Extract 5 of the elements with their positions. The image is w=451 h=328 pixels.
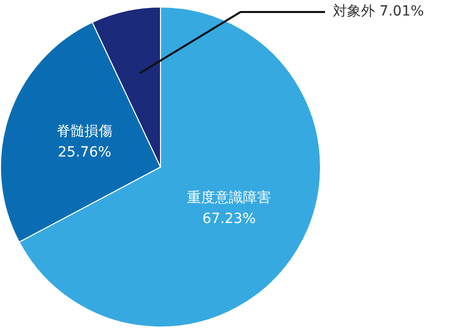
slice-label: 対象外 7.01% [333, 4, 424, 20]
data-label: 25.76% [58, 144, 112, 160]
slice-label: 重度意識障害 [187, 190, 272, 206]
data-label: 67.23% [202, 210, 256, 227]
slice-label: 脊髄損傷 [56, 123, 113, 140]
